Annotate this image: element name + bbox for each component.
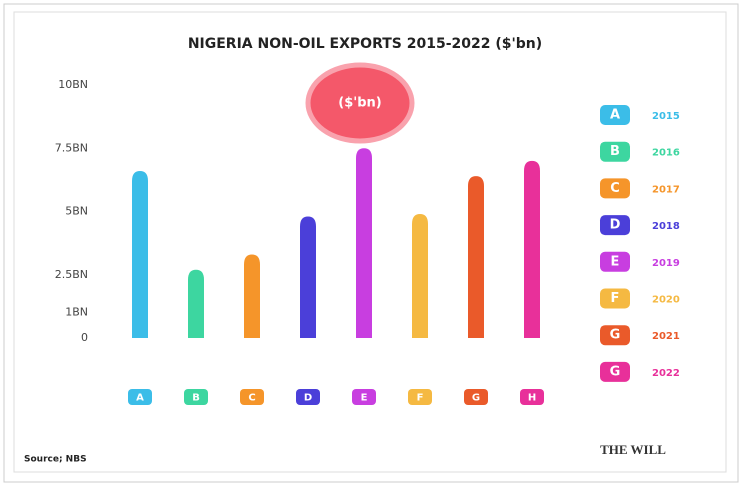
y-tick-label: 2.5BN	[55, 268, 88, 281]
category-pill	[128, 389, 152, 405]
x-tick-label: C	[248, 393, 255, 404]
legend-letter: C	[610, 181, 620, 196]
x-tick-label: F	[417, 393, 424, 404]
y-tick-label: 0	[81, 331, 88, 344]
legend-letter: G	[610, 328, 621, 343]
y-tick-label: 1BN	[65, 306, 88, 319]
bar	[244, 254, 260, 338]
badge	[305, 62, 415, 144]
legend-year: 2015	[652, 111, 680, 122]
bar	[188, 269, 204, 338]
legend-pill	[600, 361, 630, 382]
bar	[300, 216, 316, 338]
category-pill	[520, 389, 544, 405]
legend-pill	[600, 251, 630, 272]
legend-year: 2021	[652, 331, 680, 342]
badge-text: ($'bn)	[338, 96, 381, 111]
y-tick-label: 7.5BN	[55, 141, 88, 154]
legend-pill	[600, 141, 630, 162]
category-pill	[464, 389, 488, 405]
x-tick-label: B	[192, 393, 200, 404]
category-pill	[296, 389, 320, 405]
category-pill	[240, 389, 264, 405]
category-pill	[352, 389, 376, 405]
source: Source; NBS	[24, 455, 87, 465]
legend-pill	[600, 178, 630, 199]
legend-pill	[600, 325, 630, 346]
chart-title: NIGERIA NON-OIL EXPORTS 2015-2022 ($'bn)	[188, 36, 542, 52]
bar	[524, 160, 540, 338]
legend-letter: B	[610, 144, 620, 159]
legend-pill	[600, 288, 630, 309]
legend-year: 2017	[652, 184, 680, 195]
x-tick-label: G	[472, 393, 480, 404]
legend-letter: F	[611, 291, 620, 306]
legend-year: 2018	[652, 221, 680, 232]
legend-letter: G	[610, 364, 621, 379]
legend-letter: A	[610, 108, 620, 123]
category-pill	[184, 389, 208, 405]
legend-year: 2016	[652, 148, 680, 159]
x-tick-label: A	[136, 393, 144, 404]
legend-year: 2019	[652, 258, 680, 269]
legend-letter: D	[610, 218, 621, 233]
x-tick-label: D	[304, 393, 312, 404]
y-tick-label: 10BN	[58, 78, 88, 91]
bar	[468, 176, 484, 338]
legend-letter: E	[611, 254, 620, 269]
bar	[356, 148, 372, 338]
legend-pill	[600, 215, 630, 236]
legend-year: 2022	[652, 368, 680, 379]
bar	[412, 214, 428, 338]
x-tick-label: E	[361, 393, 368, 404]
bar	[132, 171, 148, 338]
y-tick-label: 5BN	[65, 205, 88, 218]
logo: THE WILL	[600, 442, 666, 457]
category-pill	[408, 389, 432, 405]
legend-year: 2020	[652, 295, 680, 306]
legend-pill	[600, 105, 630, 125]
x-tick-label: H	[528, 393, 536, 404]
